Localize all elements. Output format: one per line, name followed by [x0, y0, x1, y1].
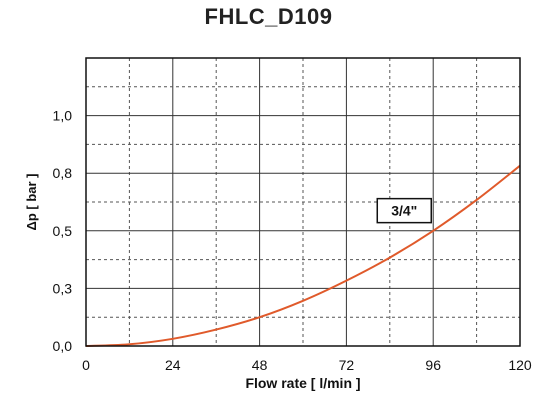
y-tick-label: 0,5 [53, 223, 73, 239]
x-tick-label: 120 [508, 357, 532, 373]
series-line [85, 164, 521, 347]
x-tick-labels: 0 24 48 72 96 120 [82, 357, 532, 373]
y-axis-label: Δp [ bar ] [24, 173, 39, 230]
annotation-box [376, 197, 433, 224]
y-tick-label: 0,8 [53, 165, 73, 181]
series-layer [85, 164, 521, 347]
x-axis-label: Flow rate [ l/min ] [245, 375, 360, 391]
plot-frame [85, 57, 521, 347]
annotation-label: 3/4" [391, 203, 417, 219]
y-tick-label: 1,0 [53, 108, 73, 124]
y-tick-label: 0,3 [53, 280, 73, 296]
grid [86, 58, 520, 346]
series-annotation: 3/4" [376, 197, 433, 224]
x-tick-label: 0 [82, 357, 90, 373]
annotations: 3/4" [376, 197, 433, 224]
y-tick-labels: 0,0 0,3 0,5 0,8 1,0 [53, 108, 73, 354]
x-tick-label: 24 [165, 357, 181, 373]
x-tick-label: 72 [339, 357, 355, 373]
y-tick-label: 0,0 [53, 338, 73, 354]
chart-title: FHLC_D109 [204, 4, 333, 29]
x-tick-label: 96 [425, 357, 441, 373]
x-tick-label: 48 [252, 357, 268, 373]
